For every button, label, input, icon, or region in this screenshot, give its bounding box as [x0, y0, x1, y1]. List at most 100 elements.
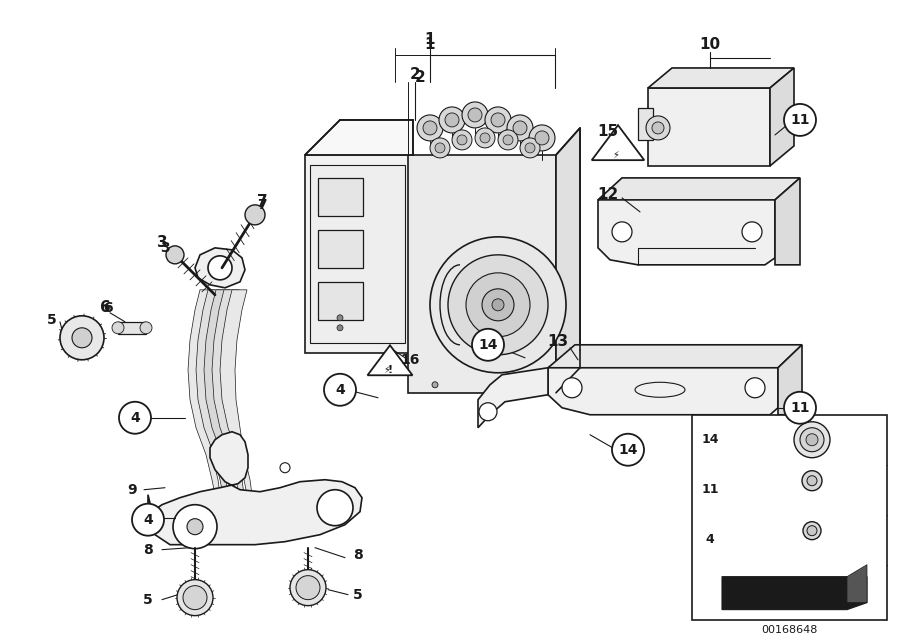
- Text: 00168648: 00168648: [760, 625, 817, 635]
- Circle shape: [513, 121, 527, 135]
- Polygon shape: [548, 345, 802, 368]
- Polygon shape: [548, 362, 778, 415]
- Circle shape: [72, 328, 92, 348]
- Polygon shape: [212, 290, 244, 495]
- Polygon shape: [598, 178, 800, 200]
- Circle shape: [140, 322, 152, 334]
- Polygon shape: [188, 290, 220, 495]
- FancyBboxPatch shape: [318, 282, 363, 320]
- Circle shape: [60, 316, 104, 360]
- Circle shape: [317, 490, 353, 526]
- Circle shape: [503, 135, 513, 145]
- Polygon shape: [196, 290, 228, 495]
- Polygon shape: [367, 345, 412, 375]
- Polygon shape: [592, 125, 644, 160]
- Circle shape: [784, 392, 816, 424]
- Circle shape: [529, 125, 555, 151]
- Text: 7: 7: [257, 198, 266, 212]
- Text: !: !: [387, 365, 392, 375]
- Text: 8: 8: [353, 548, 363, 562]
- Polygon shape: [195, 248, 245, 288]
- Circle shape: [430, 138, 450, 158]
- Circle shape: [802, 471, 822, 491]
- Text: 14: 14: [618, 443, 638, 457]
- Text: 5: 5: [143, 593, 153, 607]
- Circle shape: [485, 107, 511, 133]
- Circle shape: [652, 122, 664, 134]
- Circle shape: [119, 402, 151, 434]
- Text: 3: 3: [157, 235, 167, 251]
- Circle shape: [112, 322, 124, 334]
- Polygon shape: [305, 120, 413, 155]
- Text: 13: 13: [547, 335, 569, 349]
- Circle shape: [498, 130, 518, 150]
- Circle shape: [166, 246, 184, 264]
- Circle shape: [337, 315, 343, 321]
- Circle shape: [208, 256, 232, 280]
- Polygon shape: [478, 368, 548, 428]
- Text: 1: 1: [425, 38, 436, 53]
- Text: 4: 4: [706, 533, 715, 546]
- Circle shape: [430, 237, 566, 373]
- Circle shape: [803, 522, 821, 540]
- Polygon shape: [722, 577, 867, 610]
- Text: 5: 5: [353, 588, 363, 602]
- Circle shape: [612, 222, 632, 242]
- Text: 8: 8: [143, 543, 153, 556]
- Polygon shape: [204, 290, 236, 495]
- Circle shape: [475, 128, 495, 148]
- Circle shape: [742, 222, 762, 242]
- Polygon shape: [648, 68, 794, 88]
- Circle shape: [290, 570, 326, 605]
- FancyBboxPatch shape: [118, 322, 146, 334]
- Circle shape: [173, 505, 217, 549]
- Text: 11: 11: [790, 113, 810, 127]
- FancyBboxPatch shape: [305, 155, 413, 353]
- Circle shape: [520, 138, 540, 158]
- Text: 6: 6: [104, 301, 112, 315]
- Polygon shape: [598, 195, 775, 265]
- Circle shape: [472, 329, 504, 361]
- Circle shape: [535, 131, 549, 145]
- Text: ⚡: ⚡: [613, 150, 619, 160]
- Circle shape: [280, 463, 290, 473]
- Circle shape: [337, 325, 343, 331]
- Circle shape: [132, 504, 164, 536]
- Circle shape: [187, 519, 203, 535]
- Polygon shape: [770, 68, 794, 166]
- Text: 14: 14: [701, 433, 719, 446]
- Circle shape: [448, 255, 548, 355]
- Circle shape: [479, 403, 497, 421]
- Circle shape: [800, 428, 824, 452]
- Circle shape: [491, 113, 505, 127]
- Circle shape: [807, 526, 817, 536]
- Circle shape: [507, 115, 533, 141]
- Text: 1: 1: [425, 32, 436, 48]
- Circle shape: [452, 130, 472, 150]
- Circle shape: [492, 299, 504, 311]
- Text: 12: 12: [598, 188, 618, 202]
- Circle shape: [482, 289, 514, 321]
- FancyBboxPatch shape: [648, 88, 770, 166]
- Circle shape: [435, 143, 445, 153]
- Circle shape: [562, 378, 582, 398]
- Polygon shape: [220, 290, 252, 495]
- Circle shape: [745, 378, 765, 398]
- Text: 4: 4: [335, 383, 345, 397]
- Text: 2: 2: [415, 71, 426, 85]
- Circle shape: [439, 107, 465, 133]
- Circle shape: [324, 374, 356, 406]
- Circle shape: [462, 102, 488, 128]
- FancyBboxPatch shape: [408, 155, 556, 393]
- FancyBboxPatch shape: [310, 165, 405, 343]
- Text: 10: 10: [699, 38, 721, 53]
- Text: 15: 15: [598, 125, 618, 139]
- Circle shape: [784, 104, 816, 136]
- Text: 4: 4: [143, 513, 153, 527]
- Text: 6: 6: [100, 300, 111, 315]
- Circle shape: [183, 586, 207, 610]
- Polygon shape: [556, 128, 580, 393]
- Text: 7: 7: [256, 195, 267, 209]
- Circle shape: [245, 205, 265, 225]
- Circle shape: [466, 273, 530, 337]
